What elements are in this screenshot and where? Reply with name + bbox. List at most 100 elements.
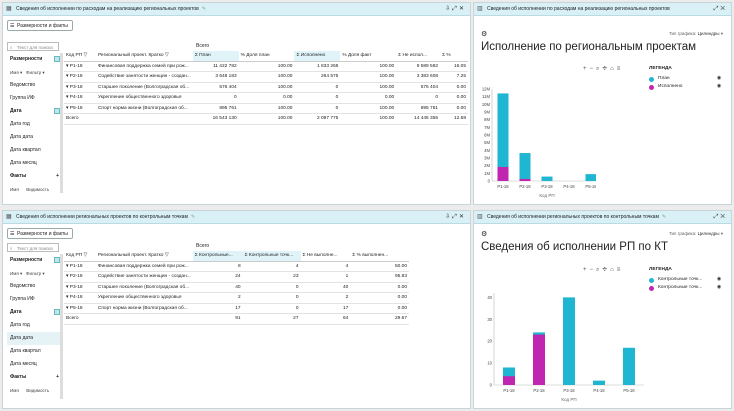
eye-icon[interactable]: ◉ — [716, 76, 721, 81]
dim-item[interactable]: Группа ИФ — [10, 95, 35, 101]
col-header[interactable]: Региональный проект. Кратко ▽ — [95, 251, 193, 262]
table-row[interactable]: ▾ Р5-18 Спорт норма жизни (Волгоградская … — [64, 103, 468, 114]
search-icon[interactable]: ⌕ — [596, 66, 603, 72]
add-icon[interactable]: + — [56, 374, 59, 380]
col-header[interactable]: Σ % — [440, 51, 468, 62]
dim-item[interactable]: Дата квартал — [10, 147, 41, 153]
expand-icon[interactable]: ⤢ — [713, 214, 721, 220]
dimensions-header: Размерности — [7, 254, 62, 267]
dims-facts-button[interactable]: ☰ Размерности и факты — [7, 228, 73, 239]
eye-icon[interactable]: ◉ — [716, 285, 721, 290]
legend-item[interactable]: Контрольные точк... ◉ — [649, 284, 721, 292]
zoom-out-icon[interactable]: − — [589, 66, 597, 72]
menu-icon[interactable]: ≡ — [616, 66, 624, 72]
table-row[interactable]: ▾ Р3-18 Старшее поколение (Волгоградская … — [64, 82, 468, 93]
chart-type-select[interactable]: Тип графика: Цилиндры ▾ — [668, 31, 723, 36]
legend-item[interactable]: Контрольные точк... ◉ — [649, 276, 721, 284]
list-icon: ☰ — [10, 23, 15, 29]
table-row[interactable]: ▾ Р1-18 Финансовая поддержка семей при ро… — [64, 261, 409, 272]
table-row[interactable]: ▾ Р2-18 Содействие занятости женщин - соз… — [64, 71, 468, 83]
checkpoint-chart-panel: ▥ Сведения об исполнении региональных пр… — [473, 210, 732, 409]
col-header[interactable]: % Доля факт — [340, 51, 397, 62]
expand-icon[interactable]: ⤢ — [452, 214, 459, 220]
export-icon[interactable]: ⇩ — [445, 214, 453, 220]
dim-item[interactable]: Дата месяц — [10, 361, 37, 367]
table-row[interactable]: ▾ Р4-18 Укрепление общественного здоровья… — [64, 292, 409, 304]
edit-icon[interactable]: ✎ — [661, 214, 667, 220]
home-icon[interactable]: ⌂ — [610, 267, 617, 273]
dim-item[interactable]: Ведомство — [10, 283, 36, 289]
dim-item[interactable]: Дата месяц — [10, 160, 37, 166]
dim-item[interactable]: Дата год — [10, 121, 30, 127]
zoom-in-icon[interactable]: + — [583, 267, 590, 273]
col-header[interactable]: Σ Контрольные точк... — [242, 251, 301, 262]
close-icon[interactable]: ✕ — [458, 214, 466, 220]
table-row[interactable]: ▾ Р2-18 Содействие занятости женщин - соз… — [64, 271, 409, 283]
filter-icon[interactable] — [54, 309, 60, 315]
dims-facts-button[interactable]: ☰ Размерности и факты — [7, 20, 73, 31]
menu-icon[interactable]: ≡ — [616, 267, 624, 273]
col-header[interactable]: Σ Исполнено — [294, 51, 341, 62]
zoom-in-icon[interactable]: + — [583, 66, 590, 72]
add-icon[interactable]: + — [56, 173, 59, 179]
table-row[interactable]: ▾ Р4-18 Укрепление общественного здоровья… — [64, 92, 468, 104]
col-header[interactable]: Σ Контрольные... — [192, 251, 243, 262]
dim-item[interactable]: Дата — [7, 105, 62, 118]
filter-icon[interactable] — [54, 56, 60, 62]
table-row[interactable]: ▾ Р1-18 Финансовая поддержка семей при ро… — [64, 61, 468, 72]
col-header[interactable]: % Доля план — [238, 51, 295, 62]
col-header[interactable]: Σ % выполнен... — [350, 251, 409, 262]
pan-icon[interactable]: ✥ — [602, 267, 611, 273]
dim-item[interactable]: Группа ИФ — [10, 296, 35, 302]
dim-item[interactable]: Дата — [7, 306, 62, 319]
close-icon[interactable]: ✕ — [720, 214, 727, 220]
facts-columns: Имя Видимость — [10, 388, 50, 393]
chart-settings-icon[interactable]: ⚙ — [481, 31, 488, 38]
legend-item[interactable]: Исполнено ◉ — [649, 83, 721, 91]
col-header[interactable]: Код РП ▽ — [64, 51, 96, 62]
y-tick-label: 5M — [484, 140, 490, 145]
eye-icon[interactable]: ◉ — [716, 84, 721, 89]
sidebar-scrollbar[interactable] — [60, 254, 63, 399]
pan-icon[interactable]: ✥ — [602, 66, 611, 72]
dim-item[interactable]: Ведомство — [10, 82, 36, 88]
export-icon[interactable]: ⇩ — [445, 6, 453, 12]
list-icon: ☰ — [10, 231, 15, 237]
filter-icon[interactable] — [54, 108, 60, 114]
filter-icon[interactable] — [54, 257, 60, 263]
expand-icon[interactable]: ⤢ — [452, 6, 459, 12]
close-icon[interactable]: ✕ — [720, 6, 727, 12]
legend-item[interactable]: План ◉ — [649, 75, 721, 83]
close-icon[interactable]: ✕ — [458, 6, 466, 12]
search-input[interactable]: ⌕ Текст для поиска — [7, 42, 59, 51]
search-icon[interactable]: ⌕ — [596, 267, 603, 273]
table-row[interactable]: ▾ Р3-18 Старшее поколение (Волгоградская … — [64, 282, 409, 293]
table-row[interactable]: ▾ Р5-18 Спорт норма жизни (Волгоградская … — [64, 303, 409, 314]
dim-item[interactable]: Дата дата — [10, 134, 34, 140]
expand-icon[interactable]: ⤢ — [713, 6, 721, 12]
panel-title: Сведения об исполнении региональных прое… — [16, 214, 188, 220]
eye-icon[interactable]: ◉ — [716, 277, 721, 282]
col-header[interactable]: Код РП ▽ — [64, 251, 96, 262]
bar-Р3-18-s1 — [541, 176, 553, 181]
zoom-out-icon[interactable]: − — [589, 267, 597, 273]
dim-item[interactable]: Дата дата — [7, 332, 62, 345]
chart-type-select[interactable]: Тип графика: Цилиндры ▾ — [668, 231, 723, 236]
dim-item[interactable]: Дата квартал — [10, 348, 41, 354]
edit-icon[interactable]: ✎ — [190, 214, 196, 220]
search-input[interactable]: ⌕ Текст для поиска — [7, 243, 59, 252]
sidebar-scrollbar[interactable] — [60, 53, 63, 193]
y-tick-label: 7M — [484, 125, 490, 130]
col-header[interactable]: Σ План — [192, 51, 239, 62]
col-header[interactable]: Σ Не испол... — [396, 51, 441, 62]
chart-settings-icon[interactable]: ⚙ — [481, 231, 488, 238]
x-tick-label: Р4-18 — [563, 184, 575, 189]
edit-icon[interactable]: ✎ — [201, 6, 206, 12]
dim-item[interactable]: Дата год — [10, 322, 30, 328]
x-tick-label: Р3-18 — [541, 184, 553, 189]
home-icon[interactable]: ⌂ — [610, 66, 617, 72]
bar-Р2-18-s2 — [519, 178, 531, 181]
col-header[interactable]: Региональный проект. Кратко ▽ — [95, 51, 193, 62]
col-header[interactable]: Σ Не выполне... — [300, 251, 351, 262]
bar-Р2-18-s2 — [533, 334, 545, 385]
